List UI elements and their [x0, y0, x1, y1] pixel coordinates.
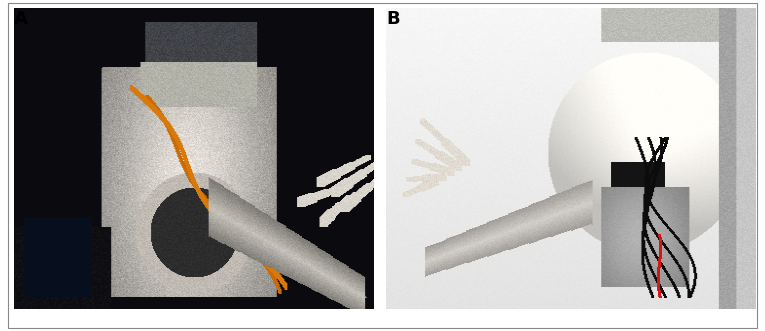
Text: B: B — [386, 10, 400, 28]
Text: A: A — [14, 10, 28, 28]
